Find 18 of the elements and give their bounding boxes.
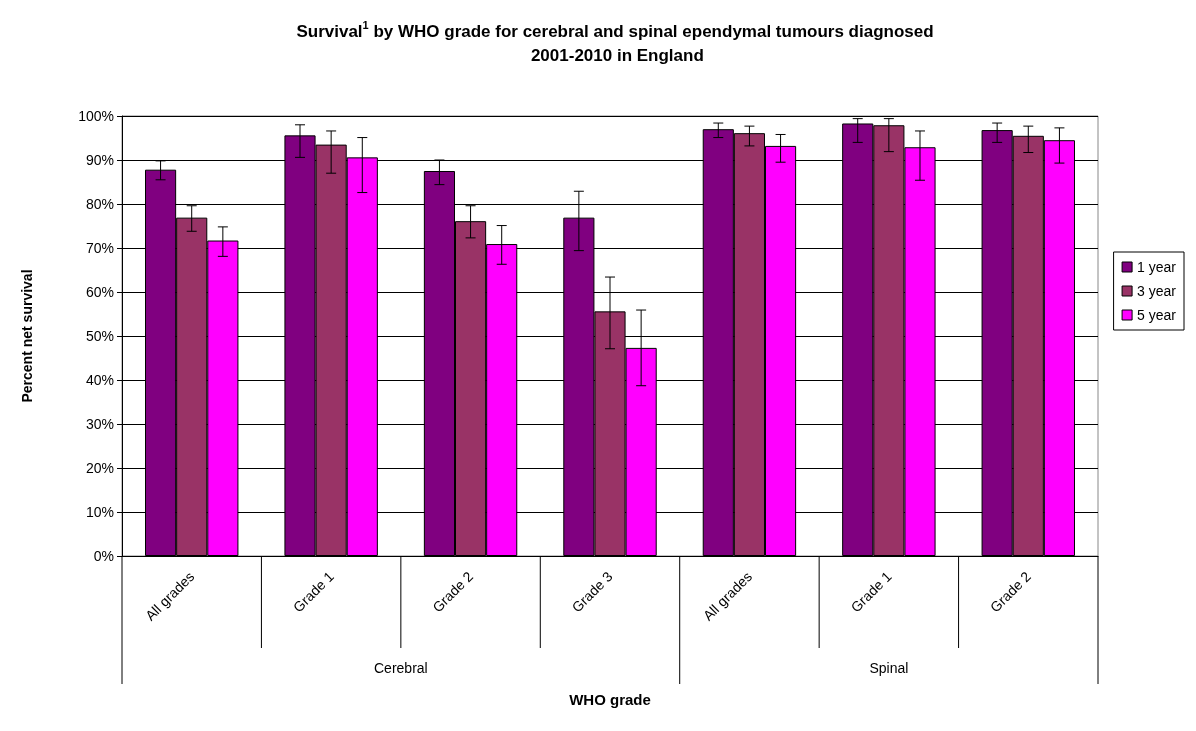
legend-label: 3 year (1137, 283, 1177, 299)
legend-label: 1 year (1137, 259, 1177, 275)
y-tick-label: 30% (85, 416, 114, 432)
y-tick-label: 50% (85, 328, 114, 344)
x-axis-title: WHO grade (569, 691, 651, 708)
y-axis-title: Percent net survival (19, 269, 35, 403)
y-tick-label: 0% (93, 548, 114, 564)
y-tick-label: 60% (85, 284, 114, 300)
y-tick-label: 70% (85, 240, 114, 256)
y-tick-label: 20% (85, 460, 114, 476)
y-tick-label: 80% (85, 196, 114, 212)
y-tick-label: 90% (85, 152, 114, 168)
text: Cerebral (374, 660, 428, 676)
text: Spinal (869, 660, 909, 676)
legend-label: 5 year (1137, 307, 1177, 323)
y-tick-label: 40% (85, 372, 114, 388)
y-tick-label: 10% (85, 504, 114, 520)
y-tick-label: 100% (78, 108, 114, 124)
